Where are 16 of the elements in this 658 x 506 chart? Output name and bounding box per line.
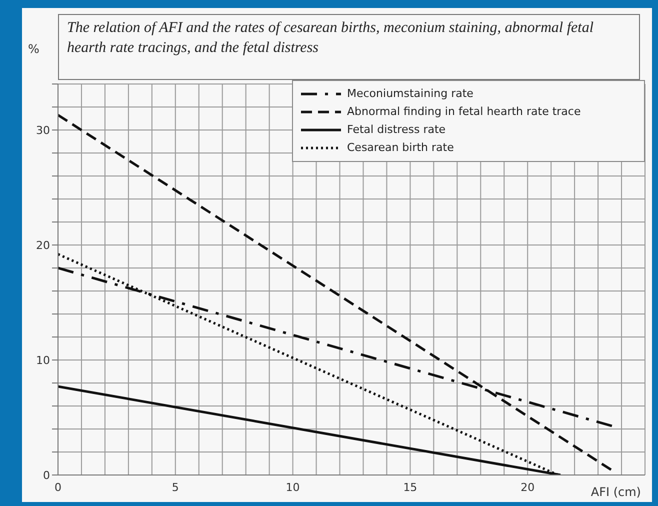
x-tick-label: 5 [172, 480, 179, 494]
y-tick-label: 10 [36, 354, 50, 367]
y-axis-title: % [28, 42, 40, 56]
x-axis-title: AFI (cm) [590, 485, 641, 499]
legend-label: Cesarean birth rate [347, 140, 454, 156]
y-tick-label: 0 [43, 468, 50, 482]
x-tick-label: 15 [403, 480, 418, 494]
x-tick-label: 20 [520, 480, 535, 494]
y-tick-label: 30 [36, 124, 50, 137]
x-tick-label: 10 [286, 480, 300, 494]
y-tick-label: 20 [36, 238, 50, 252]
legend-label: Abnormal finding in fetal hearth rate trace [347, 104, 581, 120]
x-tick-label: 0 [54, 480, 62, 494]
chart-title: The relation of AFI and the rates of cesarean births, meconium staining, abnormal fetal hearth rate tracings, and the fetal distress [58, 14, 640, 80]
legend-label: Fetal distress rate [347, 122, 446, 138]
legend-label: Meconiumstaining rate [347, 86, 474, 102]
